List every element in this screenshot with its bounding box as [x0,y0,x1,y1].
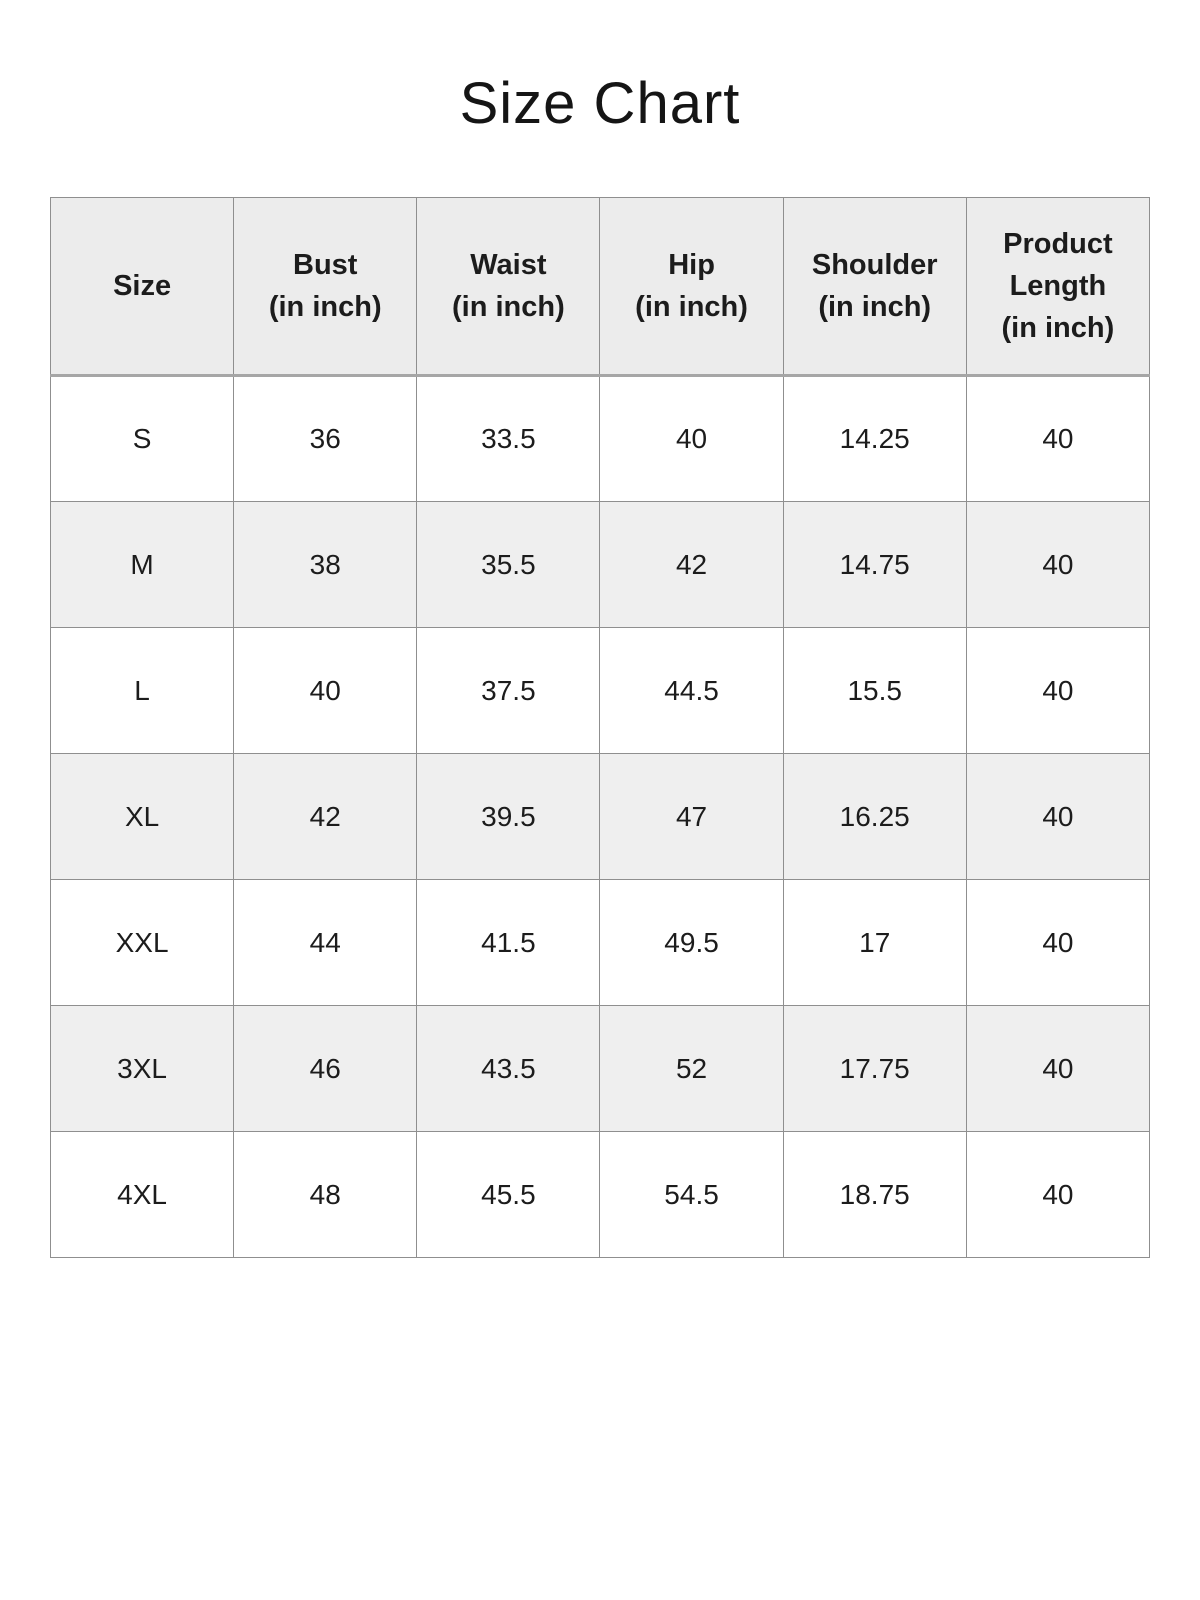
value-cell: 38 [233,501,418,628]
value-cell: 40 [965,1005,1151,1132]
value-cell: 44.5 [599,627,784,754]
value-cell: 14.75 [782,501,967,628]
size-cell: XL [49,753,235,880]
value-cell: 40 [965,375,1151,502]
value-cell: 44 [233,879,418,1006]
value-cell: 17 [782,879,967,1006]
value-cell: 37.5 [416,627,601,754]
value-cell: 48 [233,1131,418,1258]
table-row-s: S 36 33.5 40 14.25 40 [49,375,1151,502]
value-cell: 40 [965,1131,1151,1258]
table-row-l: L 40 37.5 44.5 15.5 40 [49,627,1151,754]
header-cell-bust: Bust (in inch) [233,197,418,377]
value-cell: 39.5 [416,753,601,880]
value-cell: 41.5 [416,879,601,1006]
size-cell: XXL [49,879,235,1006]
table-row-m: M 38 35.5 42 14.75 40 [49,501,1151,628]
value-cell: 45.5 [416,1131,601,1258]
size-chart-table: Size Bust (in inch) Waist (in inch) Hip … [49,197,1151,1258]
size-cell: 4XL [49,1131,235,1258]
value-cell: 47 [599,753,784,880]
value-cell: 16.25 [782,753,967,880]
value-cell: 52 [599,1005,784,1132]
value-cell: 40 [965,501,1151,628]
value-cell: 40 [233,627,418,754]
value-cell: 49.5 [599,879,784,1006]
header-cell-hip: Hip (in inch) [599,197,784,377]
size-cell: S [49,375,235,502]
header-cell-shoulder: Shoulder (in inch) [782,197,967,377]
value-cell: 36 [233,375,418,502]
value-cell: 15.5 [782,627,967,754]
value-cell: 43.5 [416,1005,601,1132]
size-cell: L [49,627,235,754]
value-cell: 14.25 [782,375,967,502]
value-cell: 35.5 [416,501,601,628]
table-row-3xl: 3XL 46 43.5 52 17.75 40 [49,1005,1151,1132]
value-cell: 42 [233,753,418,880]
size-chart-body: S 36 33.5 40 14.25 40 M 38 35.5 42 14.75… [49,375,1151,1258]
header-cell-waist: Waist (in inch) [416,197,601,377]
value-cell: 40 [965,753,1151,880]
table-row-xl: XL 42 39.5 47 16.25 40 [49,753,1151,880]
header-cell-product-length: Product Length (in inch) [965,197,1151,377]
value-cell: 18.75 [782,1131,967,1258]
value-cell: 17.75 [782,1005,967,1132]
size-chart-header: Size Bust (in inch) Waist (in inch) Hip … [49,197,1151,377]
value-cell: 42 [599,501,784,628]
value-cell: 40 [965,879,1151,1006]
page-title: Size Chart [459,71,741,136]
header-row: Size Bust (in inch) Waist (in inch) Hip … [49,197,1151,377]
size-cell: M [49,501,235,628]
size-cell: 3XL [49,1005,235,1132]
value-cell: 40 [599,375,784,502]
value-cell: 33.5 [416,375,601,502]
table-row-xxl: XXL 44 41.5 49.5 17 40 [49,879,1151,1006]
header-cell-size: Size [49,197,235,377]
value-cell: 46 [233,1005,418,1132]
value-cell: 54.5 [599,1131,784,1258]
table-row-4xl: 4XL 48 45.5 54.5 18.75 40 [49,1131,1151,1258]
value-cell: 40 [965,627,1151,754]
